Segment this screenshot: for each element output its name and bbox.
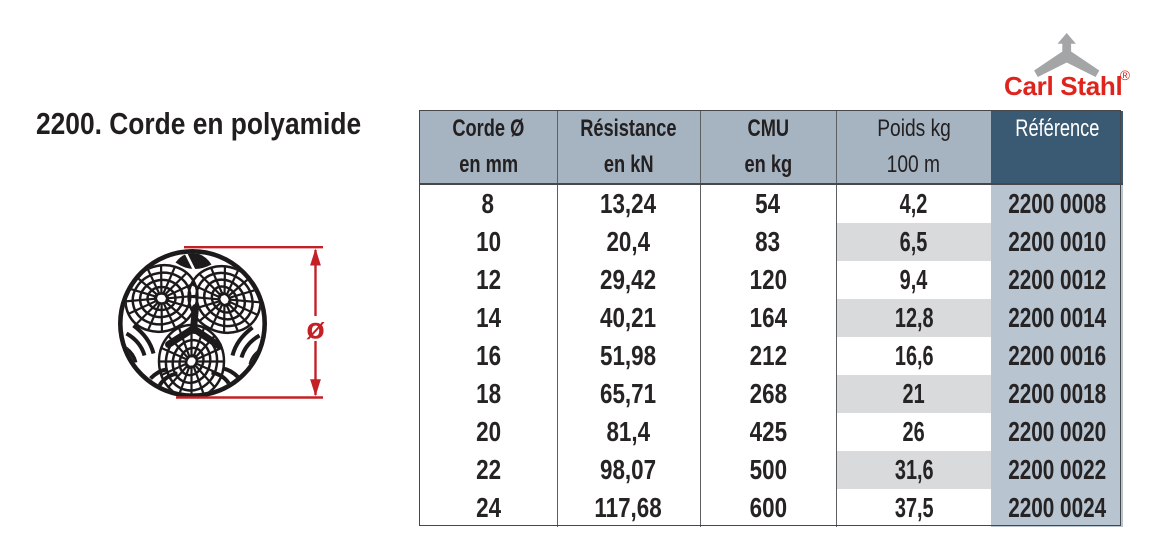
svg-text:ø: ø [306, 313, 325, 346]
